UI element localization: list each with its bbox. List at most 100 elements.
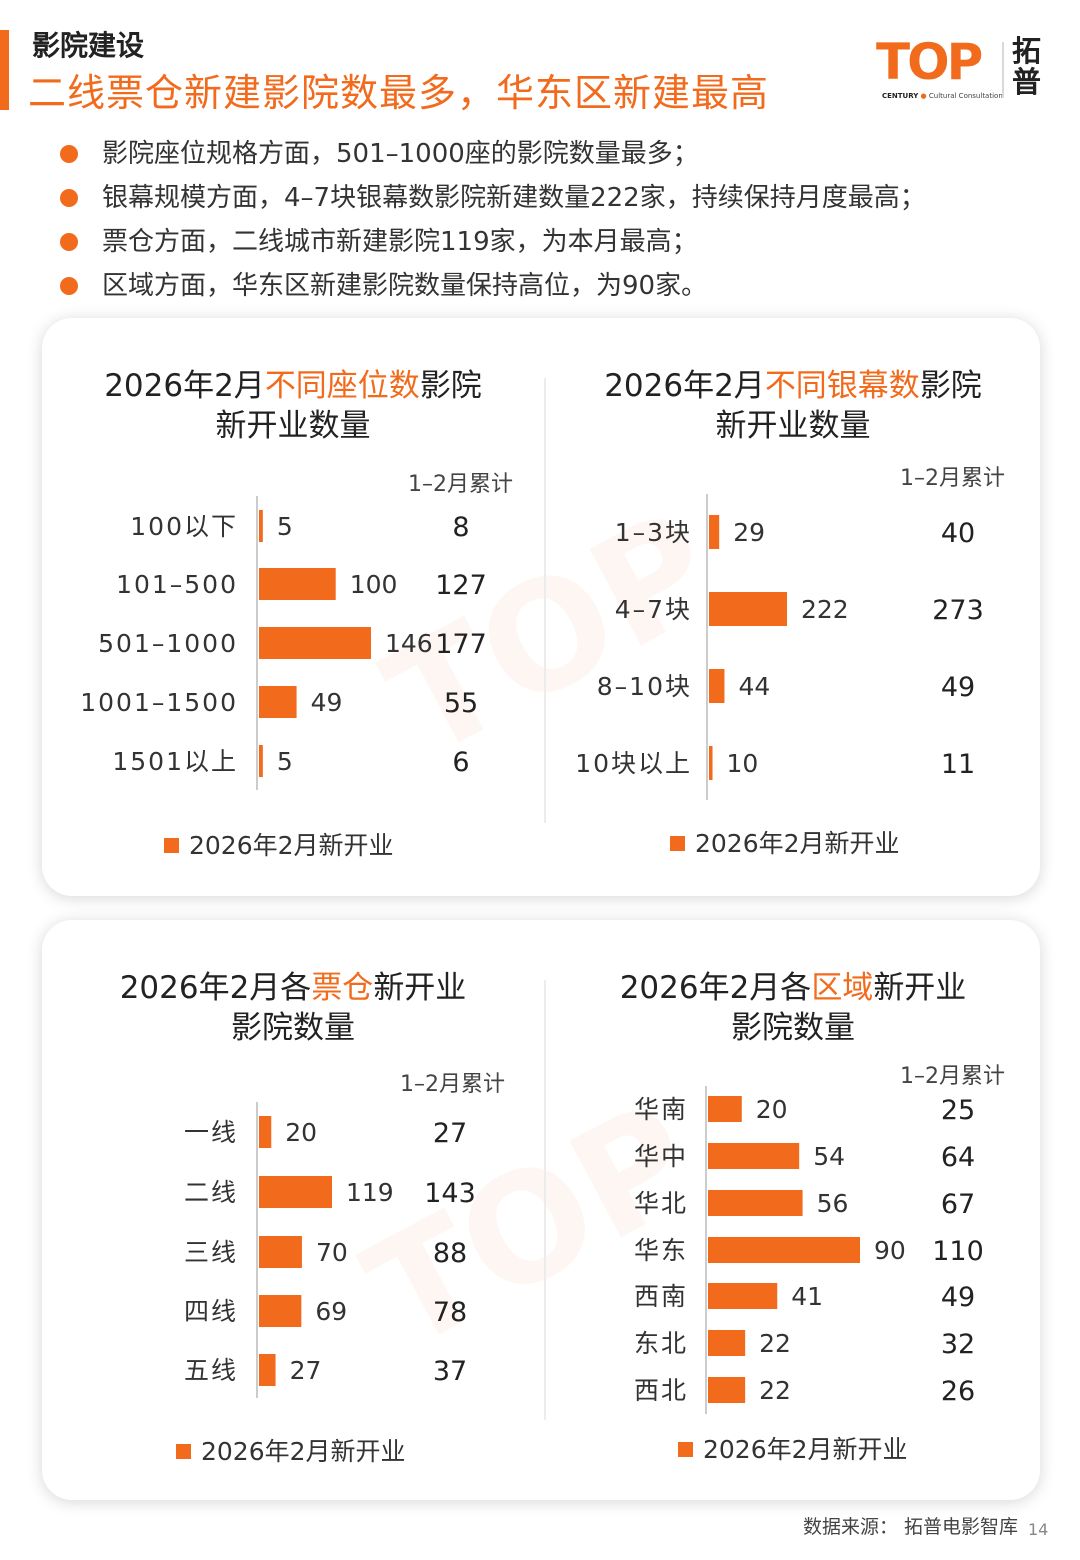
category-label: 501–1000 xyxy=(98,629,238,658)
bar xyxy=(259,627,371,659)
category-label: 西南 xyxy=(634,1282,688,1311)
bar xyxy=(709,515,720,549)
bar-value-label: 20 xyxy=(756,1095,788,1124)
category-label: 东北 xyxy=(634,1329,688,1358)
category-label: 4–7块 xyxy=(615,595,692,624)
category-label: 华北 xyxy=(634,1189,688,1218)
cumulative-value: 78 xyxy=(433,1297,467,1328)
bar xyxy=(709,669,725,703)
cumulative-value: 64 xyxy=(941,1142,975,1173)
bar xyxy=(259,510,263,542)
cumulative-value: 143 xyxy=(424,1178,476,1209)
category-label: 三线 xyxy=(184,1238,238,1267)
chart-title: 2026年2月不同座位数影院 新开业数量 xyxy=(104,368,482,444)
chart-title: 2026年2月各区域新开业 影院数量 xyxy=(619,970,967,1046)
bar xyxy=(709,746,713,780)
bar xyxy=(259,1116,272,1148)
card-divider xyxy=(544,378,546,823)
bar-chart-city-tiers: 一线 20 27 二线 119 143 三线 70 88 四线 69 78 五线 27 37 xyxy=(184,1102,476,1398)
logo-wordmark: TOP xyxy=(876,33,983,91)
chart-legend: 2026年2月新开业 xyxy=(678,1430,908,1466)
bullet-item: 区域方面，华东区新建影院数量保持高位，为90家。 xyxy=(58,264,1058,308)
bullet-text: 区域方面，华东区新建影院数量保持高位，为90家。 xyxy=(102,271,708,301)
cumulative-value: 273 xyxy=(932,595,984,626)
bar-value-label: 70 xyxy=(316,1238,348,1267)
category-label: 10块以上 xyxy=(575,749,692,778)
bullet-text: 银幕规模方面，4–7块银幕数影院新建数量222家，持续保持月度最高； xyxy=(102,183,926,213)
bar xyxy=(708,1237,860,1263)
category-label: 1001–1500 xyxy=(80,688,238,717)
chart-regions: 2026年2月各区域新开业 影院数量 1–2月累计 华南 20 25 华中 54 64 华北… xyxy=(546,920,1040,1500)
bar-chart-regions: 华南 20 25 华中 54 64 华北 56 67 华东 90 110 西南 41 49 东北 22 32 西北 2… xyxy=(634,1086,984,1414)
bar-value-label: 5 xyxy=(277,512,293,541)
bar-value-label: 222 xyxy=(801,595,849,624)
cumulative-value: 8 xyxy=(452,512,469,543)
legend-swatch xyxy=(176,1444,191,1459)
bar xyxy=(259,1295,302,1327)
cumulative-value: 55 xyxy=(444,688,478,719)
chart-legend: 2026年2月新开业 xyxy=(670,824,900,860)
bullet-dot-icon xyxy=(60,189,78,207)
bar-value-label: 56 xyxy=(817,1189,849,1218)
bar xyxy=(259,1354,276,1386)
bullet-item: 银幕规模方面，4–7块银幕数影院新建数量222家，持续保持月度最高； xyxy=(58,176,1058,220)
bar-value-label: 5 xyxy=(277,747,293,776)
logo-chinese: 拓普 xyxy=(1012,34,1042,99)
data-source: 数据来源： 拓普电影智库 xyxy=(802,1516,1018,1538)
bar-value-label: 22 xyxy=(759,1376,791,1405)
cumulative-value: 49 xyxy=(941,1282,975,1313)
chart-card-top: TOP 2026年2月不同座位数影院 新开业数量 1–2月累计 100以下 5 8 1… xyxy=(42,318,1040,896)
headline: 二线票仓新建影院数最多，华东区新建最高 xyxy=(28,71,770,115)
bar-value-label: 90 xyxy=(874,1236,906,1265)
bar-value-label: 22 xyxy=(759,1329,791,1358)
category-label: 1–3块 xyxy=(615,518,692,547)
cumulative-value: 27 xyxy=(433,1118,467,1149)
bullet-dot-icon xyxy=(60,145,78,163)
category-label: 一线 xyxy=(184,1118,238,1147)
chart-legend: 2026年2月新开业 xyxy=(176,1432,406,1468)
bar-value-label: 29 xyxy=(733,518,765,547)
logo-tagline: CENTURY ● Cultural Consultation xyxy=(882,92,1003,100)
bar-value-label: 41 xyxy=(791,1282,823,1311)
bar-value-label: 69 xyxy=(315,1297,347,1326)
bullet-item: 影院座位规格方面，501–1000座的影院数量最多； xyxy=(58,132,1058,176)
cumulative-value: 49 xyxy=(941,672,975,703)
bullet-dot-icon xyxy=(60,233,78,251)
section-label: 影院建设 xyxy=(32,29,145,62)
bar-value-label: 44 xyxy=(738,672,770,701)
bullet-text: 票仓方面，二线城市新建影院119家，为本月最高； xyxy=(102,227,698,257)
category-label: 四线 xyxy=(184,1297,238,1326)
cumulative-value: 25 xyxy=(941,1095,975,1126)
bar-value-label: 27 xyxy=(290,1356,322,1385)
bar-value-label: 49 xyxy=(311,688,343,717)
category-label: 1501以上 xyxy=(112,747,238,776)
category-label: 华东 xyxy=(634,1236,688,1265)
legend-swatch xyxy=(164,838,179,853)
bullet-dot-icon xyxy=(60,277,78,295)
bar-chart-screens: 1–3块 29 40 4–7块 222 273 8–10块 44 49 10块以上 10 11 xyxy=(575,494,984,800)
category-label: 101–500 xyxy=(116,570,238,599)
bar xyxy=(259,1236,302,1268)
bar-chart-seats: 100以下 5 8 101–500 100 127 501–1000 146 177 1001–1… xyxy=(80,496,487,790)
cumulative-header: 1–2月累计 xyxy=(900,1064,1005,1089)
card-divider xyxy=(544,980,546,1420)
cumulative-value: 26 xyxy=(941,1376,975,1407)
bar-value-label: 100 xyxy=(350,570,398,599)
cumulative-value: 11 xyxy=(941,749,975,780)
bar-value-label: 54 xyxy=(813,1142,845,1171)
bar xyxy=(708,1330,746,1356)
bar xyxy=(259,1176,332,1208)
bar-value-label: 10 xyxy=(727,749,759,778)
chart-legend: 2026年2月新开业 xyxy=(164,826,394,862)
bar-value-label: 119 xyxy=(346,1178,394,1207)
chart-city-tiers: 2026年2月各票仓新开业 影院数量 1–2月累计 一线 20 27 二线 119 143… xyxy=(42,920,544,1500)
cumulative-value: 40 xyxy=(941,518,975,549)
cumulative-value: 88 xyxy=(433,1238,467,1269)
category-label: 西北 xyxy=(634,1376,688,1405)
category-label: 二线 xyxy=(184,1178,238,1207)
cumulative-value: 67 xyxy=(941,1189,975,1220)
bar-value-label: 20 xyxy=(285,1118,317,1147)
cumulative-value: 32 xyxy=(941,1329,975,1360)
header-accent-bar xyxy=(0,30,9,110)
cumulative-value: 110 xyxy=(932,1236,984,1267)
